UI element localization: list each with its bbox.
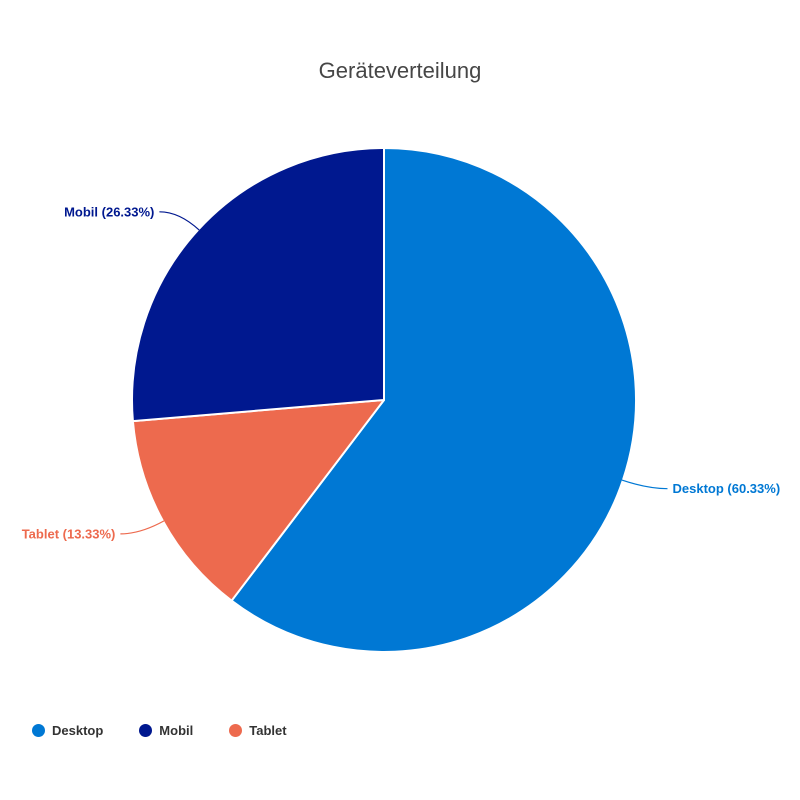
pie-label-tablet: Tablet (13.33%) — [22, 526, 116, 541]
legend-label-mobil: Mobil — [159, 723, 194, 738]
pie-label-desktop: Desktop (60.33%) — [673, 481, 781, 496]
legend-item-tablet[interactable]: Tablet — [229, 723, 287, 738]
label-line-desktop — [621, 479, 668, 490]
label-line-tablet — [120, 520, 165, 535]
legend-marker-mobil-icon — [139, 724, 153, 737]
legend-item-mobil[interactable]: Mobil — [139, 724, 193, 737]
legend-marker-desktop-icon — [32, 724, 45, 737]
pie-slice-mobil[interactable] — [131, 147, 385, 423]
legend-label-tablet: Tablet — [249, 723, 287, 738]
pie-label-mobil: Mobil (26.33%) — [64, 204, 154, 219]
label-line-mobil — [159, 211, 200, 231]
legend-label-desktop: Desktop — [52, 723, 104, 738]
legend-item-desktop[interactable]: Desktop — [32, 724, 103, 737]
legend-marker-tablet-icon — [229, 724, 243, 737]
chart-title: Geräteverteilung — [318, 58, 482, 83]
legend: Desktop Mobil Tablet — [32, 724, 287, 737]
